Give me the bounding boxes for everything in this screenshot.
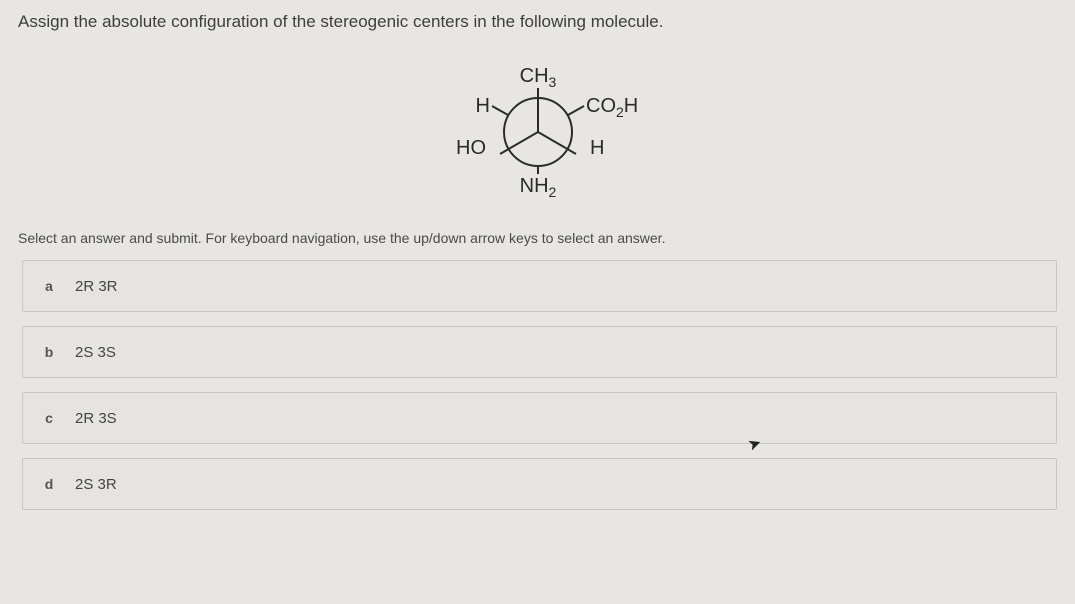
- answer-key: c: [23, 410, 75, 426]
- answer-label: 2R 3R: [75, 278, 118, 295]
- front-left-label: H: [475, 95, 489, 117]
- answer-key: d: [23, 476, 75, 492]
- front-top-label: CH3: [519, 65, 556, 90]
- keyboard-instructions: Select an answer and submit. For keyboar…: [18, 230, 1057, 246]
- answer-label: 2R 3S: [75, 410, 117, 427]
- answer-key: a: [23, 278, 75, 294]
- back-right-label: H: [590, 137, 604, 159]
- answer-list: a 2R 3R b 2S 3S c 2R 3S d 2S 3R: [18, 260, 1057, 510]
- answer-option-c[interactable]: c 2R 3S: [22, 392, 1057, 444]
- back-left-label: HO: [456, 137, 486, 159]
- question-prompt: Assign the absolute configuration of the…: [18, 12, 1057, 32]
- answer-label: 2S 3R: [75, 476, 117, 493]
- answer-option-a[interactable]: a 2R 3R: [22, 260, 1057, 312]
- answer-option-b[interactable]: b 2S 3S: [22, 326, 1057, 378]
- newman-projection-svg: HO H NH2 CH3 H CO2H: [408, 52, 668, 202]
- back-bottom-label: NH2: [519, 175, 556, 200]
- answer-option-d[interactable]: d 2S 3R: [22, 458, 1057, 510]
- front-right-label: CO2H: [586, 95, 638, 120]
- answer-label: 2S 3S: [75, 344, 116, 361]
- molecule-figure: HO H NH2 CH3 H CO2H: [18, 52, 1057, 202]
- answer-key: b: [23, 344, 75, 360]
